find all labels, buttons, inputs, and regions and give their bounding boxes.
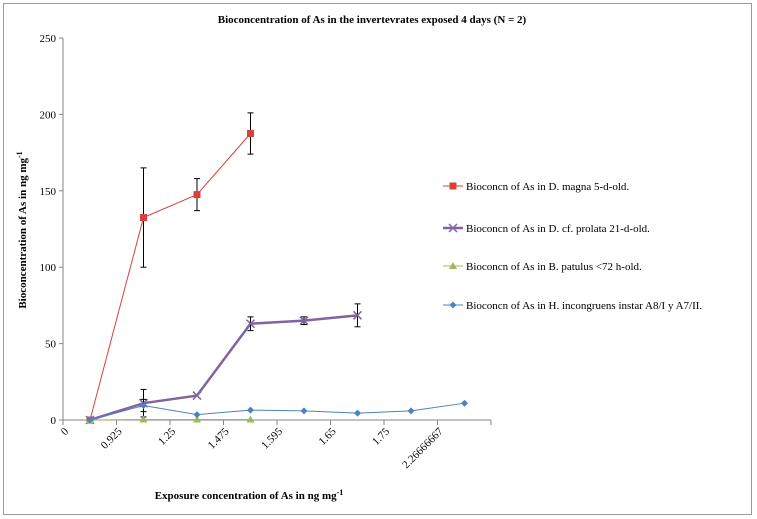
data-point-triangle: [246, 415, 255, 423]
y-tick-label: 100: [40, 262, 57, 274]
x-tick-label: 0.925: [99, 425, 125, 451]
data-point-diamond: [247, 406, 254, 414]
x-tick-label: 1.595: [259, 425, 285, 451]
data-point-x: [352, 310, 363, 320]
data-point-triangle: [449, 262, 457, 269]
x-tick-label: 1.25: [156, 425, 178, 447]
data-point-diamond: [86, 416, 94, 424]
series-0: [86, 112, 254, 424]
y-tick-label: 0: [51, 415, 57, 427]
x-axis-title-sup: -1: [337, 488, 344, 497]
chart-frame: [3, 3, 752, 515]
x-axis-title: Exposure concentration of As in ng mg-1: [155, 488, 344, 503]
x-tick-label: 1.475: [206, 425, 232, 451]
data-point-diamond: [354, 409, 361, 417]
data-point-triangle: [139, 415, 148, 423]
x-tick-label: 2.26666667: [400, 425, 446, 471]
y-tick-label: 250: [40, 33, 57, 45]
x-tick-label: 0: [59, 425, 72, 438]
legend-label: Bioconcn of As in B. patulus <72 h-old.: [466, 261, 642, 273]
data-point-square: [140, 214, 147, 222]
y-axis-title: Bioconcentration of As in ng mg-1: [15, 151, 30, 308]
legend: Bioconcn of As in D. magna 5-d-old. Bioco…: [443, 181, 702, 312]
data-point-triangle: [193, 415, 201, 423]
series-layer: [85, 112, 468, 425]
legend-label: Bioconcn of As in D. cf. prolata 21-d-ol…: [466, 223, 650, 235]
series-line: [89, 314, 358, 422]
legend-label: Bioconcn of As in H. incongruens instar …: [466, 300, 702, 312]
data-point-x: [245, 319, 256, 329]
series-3: [86, 398, 468, 424]
y-axis-title-text: Bioconcentration of As in ng mg: [17, 158, 29, 309]
series-1: [85, 303, 363, 425]
data-point-square: [193, 191, 201, 199]
legend-label: Bioconcn of As in D. magna 5-d-old.: [466, 181, 629, 193]
series-line: [89, 402, 465, 421]
data-point-diamond: [140, 401, 147, 409]
data-point-diamond: [461, 399, 468, 407]
data-point-square: [247, 130, 254, 137]
y-tick-label: 150: [40, 186, 57, 198]
chart-title: Bioconcentration of As in the invertevra…: [218, 14, 527, 26]
series-line: [89, 133, 251, 421]
x-tick-label: 1.65: [317, 425, 339, 447]
y-tick-label: 200: [40, 109, 57, 121]
data-point-diamond: [300, 407, 308, 415]
data-point-square: [449, 182, 457, 190]
y-tick-label: 50: [45, 339, 57, 351]
y-axis-title-sup: -1: [15, 151, 24, 158]
data-point-diamond: [193, 411, 201, 419]
data-point-x: [448, 223, 458, 233]
axes: 0 50 100 150 200 250 0 0.925 1.25 1.475 1.595 1.65 1…: [40, 33, 492, 471]
x-axis-title-text: Exposure concentration of As in ng mg: [155, 490, 337, 502]
data-point-diamond: [407, 407, 415, 415]
x-tick-label: 1.75: [370, 425, 392, 447]
data-point-x: [192, 391, 202, 401]
data-point-x: [299, 316, 309, 326]
data-point-diamond: [449, 301, 457, 309]
